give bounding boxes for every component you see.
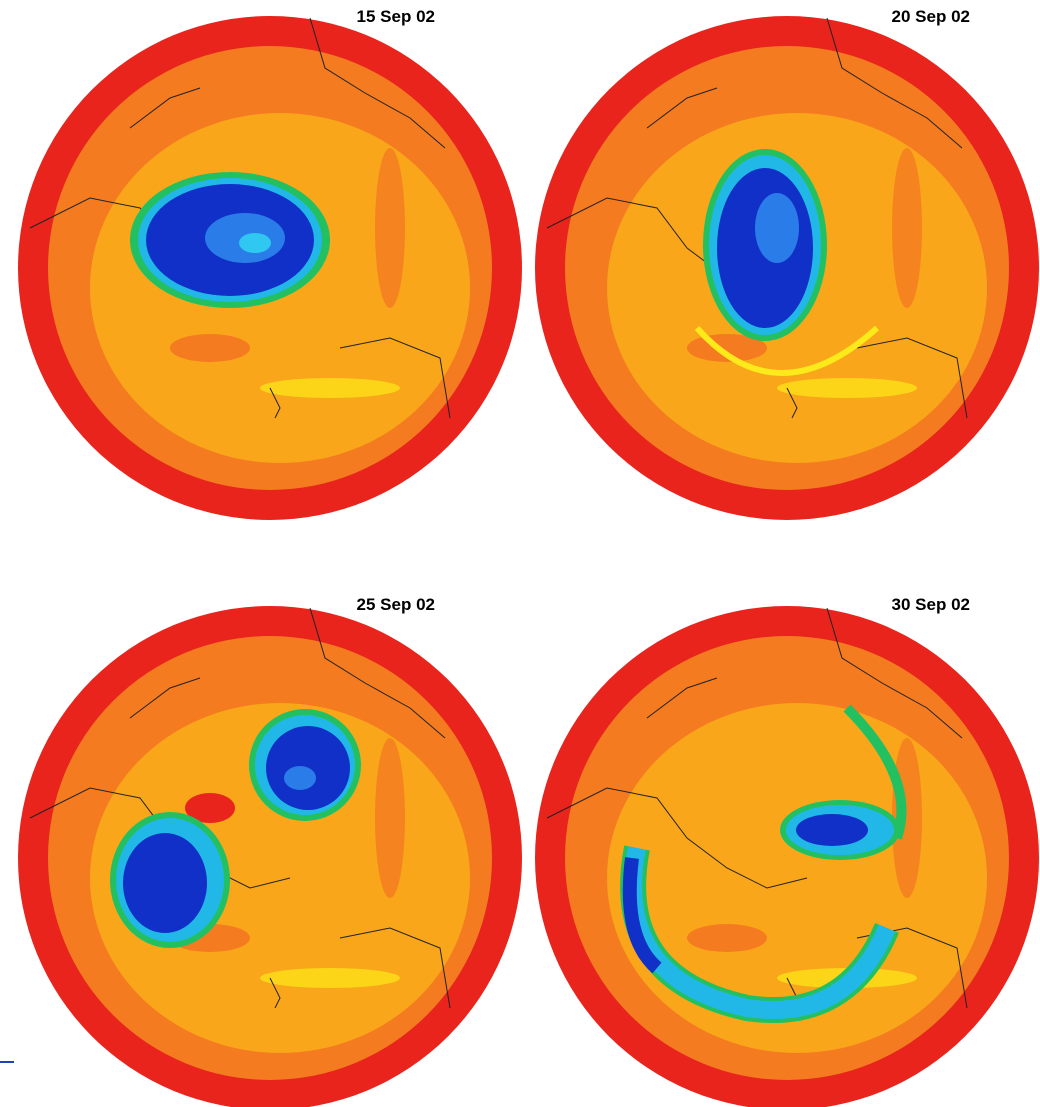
map-panel xyxy=(18,16,522,520)
map-panel xyxy=(18,606,522,1107)
panel-title: 15 Sep 02 xyxy=(357,7,435,26)
panel-title: 30 Sep 02 xyxy=(892,595,970,614)
panel-title: 25 Sep 02 xyxy=(357,595,435,614)
page: 15 Sep 02 20 Sep 02 25 Sep 02 30 Sep 02 … xyxy=(0,0,1040,1107)
figure: 15 Sep 02 20 Sep 02 25 Sep 02 30 Sep 02 xyxy=(0,0,1040,1107)
map-panel xyxy=(535,606,1039,1107)
panel-title: 20 Sep 02 xyxy=(892,7,970,26)
map-panel xyxy=(535,16,1039,520)
